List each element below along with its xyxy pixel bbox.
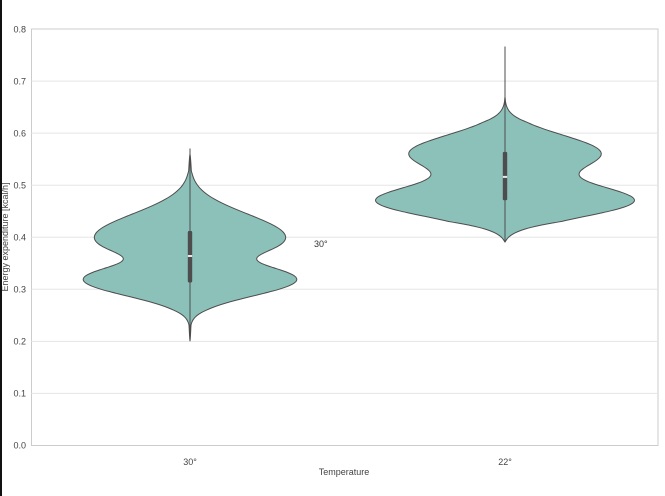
svg-text:22°: 22°	[498, 457, 512, 467]
svg-text:0.4: 0.4	[13, 233, 26, 243]
svg-text:0.5: 0.5	[13, 181, 26, 191]
svg-text:0.8: 0.8	[13, 25, 26, 35]
svg-text:0.2: 0.2	[13, 337, 26, 347]
svg-text:0.0: 0.0	[13, 441, 26, 451]
svg-text:0.1: 0.1	[13, 389, 26, 399]
svg-text:0.6: 0.6	[13, 129, 26, 139]
svg-text:30°: 30°	[183, 457, 197, 467]
svg-text:30°: 30°	[314, 239, 328, 249]
svg-text:0.3: 0.3	[13, 285, 26, 295]
svg-text:0.7: 0.7	[13, 77, 26, 87]
svg-text:Temperature: Temperature	[319, 467, 370, 477]
